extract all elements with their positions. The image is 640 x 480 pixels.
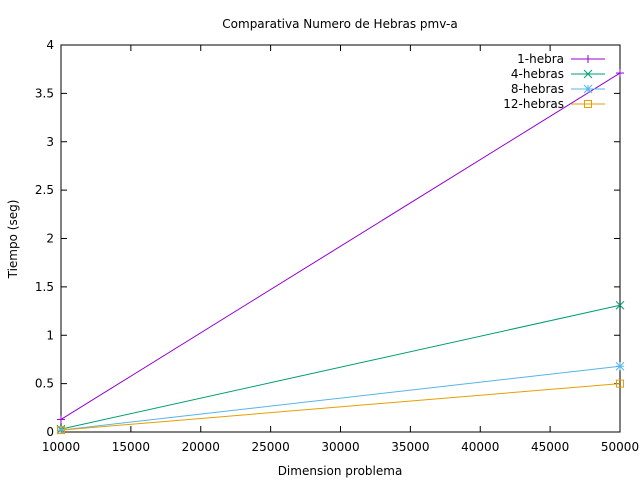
data-point-8-hebras <box>615 361 625 371</box>
y-tick-label: 2.5 <box>35 183 54 197</box>
legend-item-4-hebras: 4-hebras <box>511 67 605 81</box>
x-tick-label: 40000 <box>461 440 499 454</box>
y-tick-label: 3 <box>46 135 54 149</box>
legend-marker <box>584 100 592 108</box>
y-tick-label: 0.5 <box>35 377 54 391</box>
marker-stroke <box>616 379 624 388</box>
data-point-12-hebras <box>57 426 65 435</box>
legend-item-1-hebra: 1-hebra <box>517 52 605 66</box>
marker-stroke <box>57 426 65 435</box>
x-axis-label: Dimension problema <box>278 464 403 478</box>
legend-label: 12-hebras <box>503 97 564 111</box>
series-line-1-hebra <box>60 72 621 420</box>
x-tick-label: 20000 <box>182 440 220 454</box>
x-tick-label: 50000 <box>601 440 639 454</box>
series-line-12-hebras <box>60 383 621 431</box>
y-axis-label: Tiempo (seg) <box>6 200 20 280</box>
series-1-hebra <box>57 69 624 424</box>
x-tick-label: 35000 <box>391 440 429 454</box>
marker-stroke <box>583 69 593 79</box>
data-point-4-hebras <box>615 300 625 310</box>
chart-title: Comparativa Numero de Hebras pmv-a <box>222 17 457 31</box>
marker-stroke <box>583 84 593 94</box>
data-point-1-hebra <box>616 69 624 78</box>
legend-label: 8-hebras <box>511 82 564 96</box>
series-line-8-hebras <box>60 365 621 431</box>
data-point-1-hebra <box>57 415 65 424</box>
y-tick-label: 3.5 <box>35 86 54 100</box>
legend-marker <box>583 69 593 79</box>
x-tick-label: 10000 <box>42 440 80 454</box>
x-tick-label: 45000 <box>531 440 569 454</box>
series-line-4-hebras <box>60 304 621 430</box>
marker-stroke <box>584 100 592 108</box>
y-tick-label: 0 <box>46 425 54 439</box>
legend-item-8-hebras: 8-hebras <box>511 82 605 96</box>
legend-label: 4-hebras <box>511 67 564 81</box>
x-tick-label: 25000 <box>252 440 290 454</box>
y-tick-label: 1.5 <box>35 280 54 294</box>
legend-item-12-hebras: 12-hebras <box>503 97 605 111</box>
marker-stroke <box>615 300 625 310</box>
legend-marker <box>584 55 592 63</box>
data-point-12-hebras <box>616 379 624 388</box>
y-tick-label: 4 <box>46 38 54 52</box>
plot-axes: 10000 15000 20000 25000 30000 35000 40000 45000… <box>35 38 639 454</box>
marker-stroke <box>615 361 625 371</box>
y-tick-label: 1 <box>46 328 54 342</box>
series-layer <box>56 69 625 435</box>
legend-marker <box>583 84 593 94</box>
legend-label: 1-hebra <box>517 52 564 66</box>
x-tick-label: 30000 <box>321 440 359 454</box>
series-12-hebras <box>57 379 624 435</box>
y-tick-label: 2 <box>46 232 54 246</box>
x-tick-label: 15000 <box>112 440 150 454</box>
series-4-hebras <box>56 300 625 434</box>
